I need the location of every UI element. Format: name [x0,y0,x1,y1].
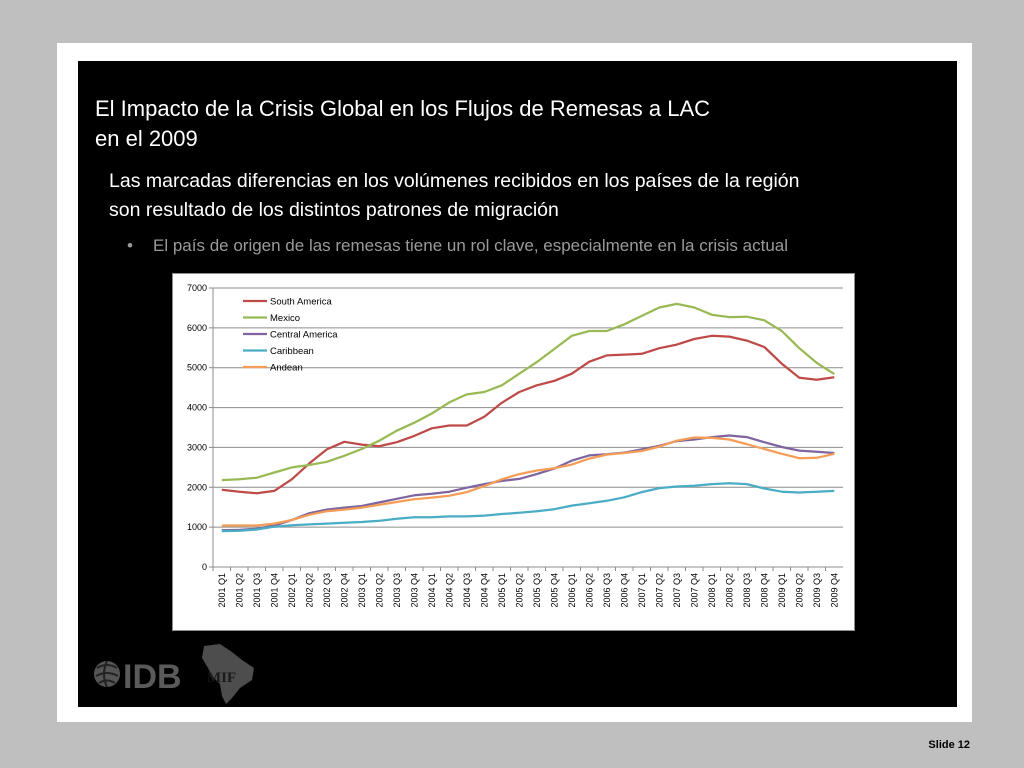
x-tick-label: 2009 Q3 [812,573,822,608]
y-tick-label: 0 [202,562,207,572]
remittances-chart: 0 1000 2000 3000 4000 5000 6000 7000 2001 Q1 200… [172,273,855,631]
x-tick-label: 2009 Q1 [777,573,787,608]
series-line-andean [221,436,835,527]
x-tick-label: 2006 Q3 [602,573,612,608]
bullet-icon: • [127,236,133,255]
x-tick-label: 2007 Q2 [654,573,664,608]
chart-legend: South America Mexico Central America Caribb… [243,297,338,374]
x-tick-label: 2007 Q4 [689,573,699,608]
x-tick-label: 2004 Q4 [479,573,489,608]
slide-title: El Impacto de la Crisis Global en los Fl… [95,94,855,154]
legend-label-caribbean: Caribbean [270,346,314,357]
x-tick-label: 2002 Q1 [287,573,297,608]
y-tick-label: 4000 [187,403,207,413]
x-tick-label: 2005 Q3 [532,573,542,608]
x-tick-label: 2009 Q2 [794,573,804,608]
x-tick-label: 2007 Q3 [672,573,682,608]
y-tick-label: 6000 [187,323,207,333]
title-line-2: en el 2009 [95,126,198,151]
series-line-south-america [221,334,835,495]
x-tick-label: 2005 Q4 [549,573,559,608]
legend-label-mexico: Mexico [270,313,300,324]
x-tick-label: 2008 Q4 [759,573,769,608]
x-tick-label: 2001 Q3 [252,573,262,608]
x-tick-label: 2005 Q1 [497,573,507,608]
legend-label-central-america: Central America [270,330,338,341]
title-line-1: El Impacto de la Crisis Global en los Fl… [95,96,711,121]
x-tick-label: 2002 Q3 [322,573,332,608]
x-tick-label: 2006 Q4 [619,573,629,608]
subtitle-line-1: Las marcadas diferencias en los volúmene… [109,170,800,192]
x-tick-label: 2004 Q1 [427,573,437,608]
bullet-point: • El país de origen de las remesas tiene … [127,234,947,258]
slide-number: Slide 12 [928,739,970,751]
idb-logo: IDB [123,658,182,696]
x-tick-label: 2001 Q4 [269,573,279,608]
chart-x-axis: 2001 Q1 2001 Q2 2001 Q3 2001 Q4 2002 Q1 2002 … [212,566,843,608]
x-tick-label: 2003 Q3 [392,573,402,608]
x-tick-label: 2004 Q2 [444,573,454,608]
x-tick-label: 2003 Q2 [374,573,384,608]
logo-area: IDB MIF [94,644,254,704]
chart-gridlines [213,287,843,568]
legend-label-south-america: South America [270,297,332,308]
x-tick-label: 2007 Q1 [637,573,647,608]
chart-y-axis: 0 1000 2000 3000 4000 5000 6000 7000 [187,283,214,572]
mif-logo: MIF [207,670,236,686]
x-tick-label: 2008 Q1 [707,573,717,608]
y-tick-label: 3000 [187,442,207,452]
x-tick-label: 2008 Q2 [724,573,734,608]
series-line-mexico [221,302,835,482]
series-line-caribbean [221,482,835,533]
subtitle-line-2: son resultado de los distintos patrones … [109,199,559,221]
slide-subtitle: Las marcadas diferencias en los volúmene… [109,167,949,225]
x-tick-label: 2001 Q2 [234,573,244,608]
x-tick-label: 2002 Q2 [304,573,314,608]
idb-globe-icon [94,660,120,688]
chart-series [221,302,835,533]
x-tick-label: 2006 Q2 [584,573,594,608]
bullet-text: El país de origen de las remesas tiene u… [153,236,789,255]
latin-america-map-icon [202,644,254,704]
x-tick-label: 2005 Q2 [514,573,524,608]
x-tick-label: 2002 Q4 [339,573,349,608]
x-tick-label: 2006 Q1 [567,573,577,608]
series-line-central-america [221,434,835,532]
x-tick-label: 2003 Q4 [409,573,419,608]
x-tick-label: 2009 Q4 [829,573,839,608]
y-tick-label: 7000 [187,283,207,293]
y-tick-label: 5000 [187,363,207,373]
x-tick-label: 2008 Q3 [742,573,752,608]
legend-label-andean: Andean [270,363,303,374]
x-tick-label: 2004 Q3 [462,573,472,608]
y-tick-label: 2000 [187,482,207,492]
y-tick-label: 1000 [187,522,207,532]
x-tick-label: 2001 Q1 [217,573,227,608]
x-tick-label: 2003 Q1 [357,573,367,608]
